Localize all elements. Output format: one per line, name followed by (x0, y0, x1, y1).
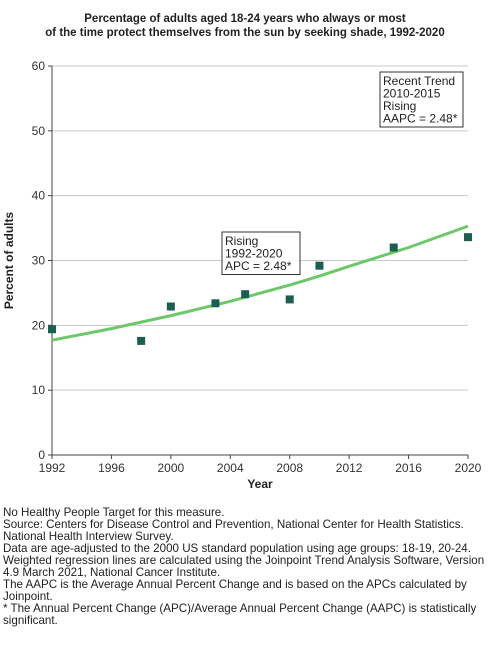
data-point (315, 261, 324, 270)
y-tick-label: 60 (32, 59, 46, 73)
x-tick-label: 1992 (39, 461, 66, 475)
x-tick-label: 2004 (217, 461, 244, 475)
footnote-regression: Weighted regression lines are calculated… (3, 554, 485, 579)
data-point (137, 336, 146, 345)
data-point (464, 233, 472, 242)
recent-trend-annotation-text: Recent Trend (383, 74, 455, 88)
footnote-age-adjust: Data are age-adjusted to the 2000 US sta… (3, 542, 471, 555)
x-tick-label: 2000 (158, 461, 185, 475)
footnote-significance: * The Annual Percent Change (APC)/Averag… (3, 602, 477, 627)
overall-trend-annotation-box (221, 231, 301, 275)
data-point (389, 243, 398, 252)
data-point (241, 290, 250, 299)
x-tick-label: 1996 (98, 461, 125, 475)
overall-trend-annotation-text: APC = 2.48* (225, 259, 292, 273)
y-tick-label: 0 (38, 448, 45, 462)
chart-title-line: of the time protect themselves from the … (45, 27, 444, 39)
data-point (166, 302, 175, 311)
y-tick-label: 10 (32, 383, 46, 397)
recent-trend-annotation-text: 2010-2015 (383, 87, 441, 101)
data-point (211, 299, 220, 308)
overall-trend-annotation-text: 1992-2020 (225, 247, 283, 261)
x-tick-label: 2008 (276, 461, 303, 475)
y-tick-label: 50 (32, 124, 46, 138)
recent-trend-annotation-text: AAPC = 2.48* (383, 112, 458, 126)
recent-trend-annotation-box (379, 71, 464, 128)
y-tick-label: 30 (32, 254, 46, 268)
recent-trend-annotation-text: Rising (383, 99, 416, 113)
overall-trend-annotation-text: Rising (225, 234, 258, 248)
footnote-target: No Healthy People Target for this measur… (3, 506, 225, 519)
x-tick-label: 2012 (336, 461, 363, 475)
x-axis-label: Year (247, 477, 273, 491)
x-tick-label: 2016 (395, 461, 422, 475)
y-axis-label: Percent of adults (2, 212, 16, 310)
x-tick-label: 2020 (455, 461, 482, 475)
footnote-source: Source: Centers for Disease Control and … (3, 518, 464, 543)
data-point (285, 295, 294, 304)
trend-line (51, 224, 469, 342)
y-tick-label: 40 (32, 189, 46, 203)
data-point (48, 325, 56, 334)
chart-title-line: Percentage of adults aged 18-24 years wh… (84, 13, 406, 25)
footnote-aapc: The AAPC is the Average Annual Percent C… (3, 578, 467, 603)
chart: Percentage of adults aged 18-24 years wh… (2, 13, 482, 491)
footnotes: No Healthy People Target for this measur… (3, 507, 489, 627)
y-tick-label: 20 (32, 318, 46, 332)
